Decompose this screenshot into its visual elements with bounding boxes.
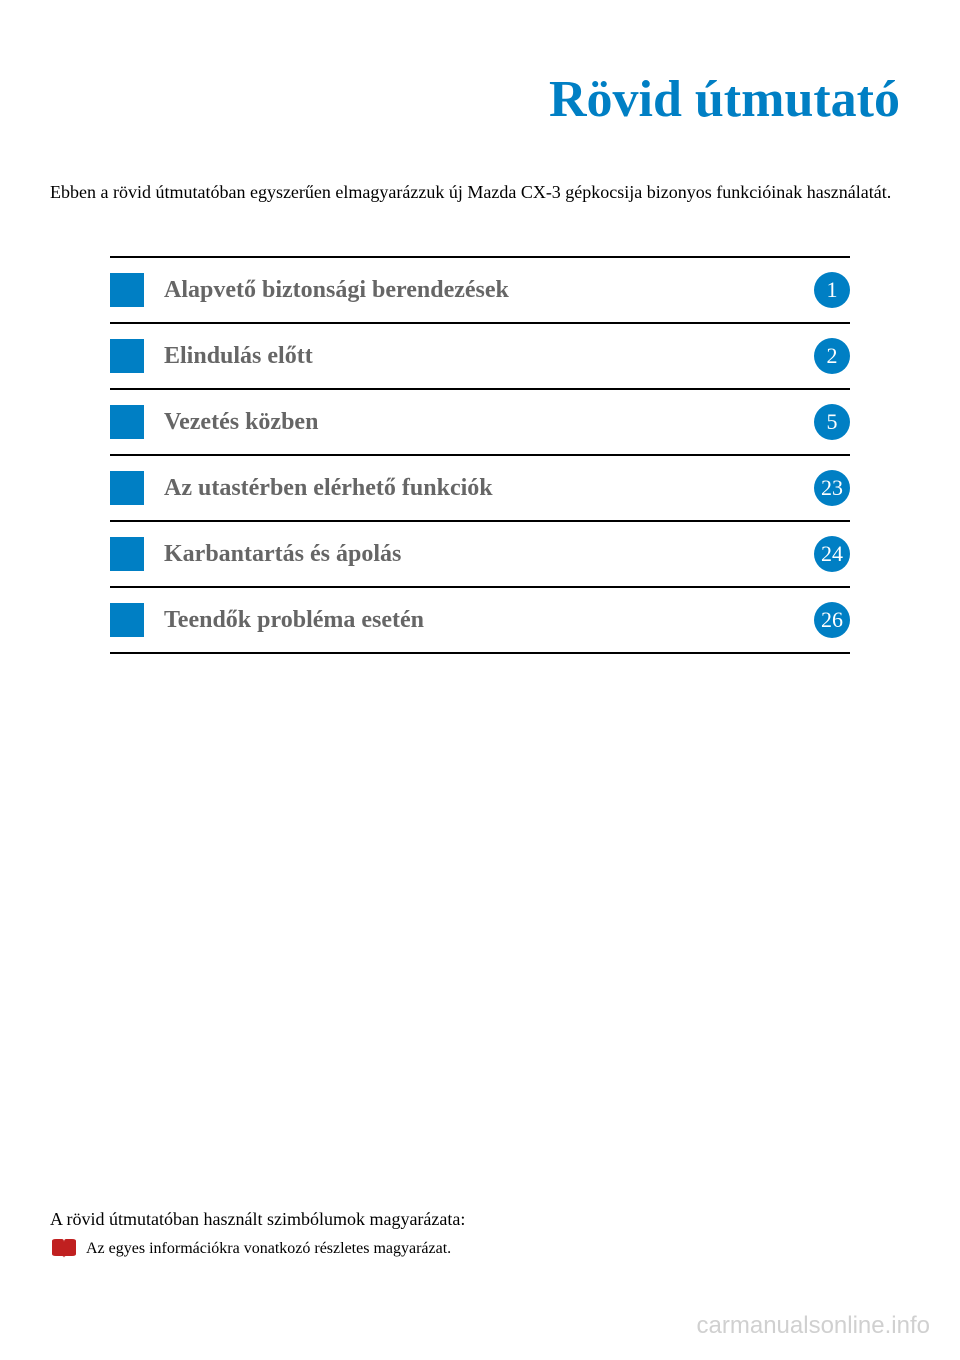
page-title: Rövid útmutató — [50, 70, 900, 129]
toc-bullet-icon — [110, 273, 144, 307]
toc-bullet-icon — [110, 405, 144, 439]
watermark-text: carmanualsonline.info — [697, 1312, 930, 1340]
toc-row[interactable]: Karbantartás és ápolás 24 — [110, 520, 850, 588]
toc-page-badge: 23 — [814, 470, 850, 506]
toc-page-badge: 26 — [814, 602, 850, 638]
toc-page-badge: 24 — [814, 536, 850, 572]
toc-row[interactable]: Teendők probléma esetén 26 — [110, 586, 850, 654]
footer-symbol-line: Az egyes információkra vonatkozó részlet… — [50, 1238, 910, 1260]
footer-heading: A rövid útmutatóban használt szimbólumok… — [50, 1209, 910, 1230]
footer-symbol-description: Az egyes információkra vonatkozó részlet… — [86, 1240, 451, 1258]
toc-bullet-icon — [110, 339, 144, 373]
footer-section: A rövid útmutatóban használt szimbólumok… — [50, 1209, 910, 1260]
table-of-contents: Alapvető biztonsági berendezések 1 Elind… — [110, 256, 850, 654]
toc-bullet-icon — [110, 603, 144, 637]
toc-row[interactable]: Elindulás előtt 2 — [110, 322, 850, 390]
toc-bullet-icon — [110, 537, 144, 571]
book-icon — [50, 1238, 78, 1260]
toc-item-label: Karbantartás és ápolás — [164, 541, 814, 568]
toc-row[interactable]: Az utastérben elérhető funkciók 23 — [110, 454, 850, 522]
toc-item-label: Elindulás előtt — [164, 343, 814, 370]
toc-page-badge: 5 — [814, 404, 850, 440]
toc-item-label: Vezetés közben — [164, 409, 814, 436]
toc-row[interactable]: Alapvető biztonsági berendezések 1 — [110, 256, 850, 324]
toc-row[interactable]: Vezetés közben 5 — [110, 388, 850, 456]
toc-page-badge: 1 — [814, 272, 850, 308]
toc-page-badge: 2 — [814, 338, 850, 374]
intro-paragraph: Ebben a rövid útmutatóban egyszerűen elm… — [50, 179, 910, 206]
toc-item-label: Az utastérben elérhető funkciók — [164, 475, 814, 502]
toc-item-label: Teendők probléma esetén — [164, 607, 814, 634]
toc-item-label: Alapvető biztonsági berendezések — [164, 277, 814, 304]
toc-bullet-icon — [110, 471, 144, 505]
